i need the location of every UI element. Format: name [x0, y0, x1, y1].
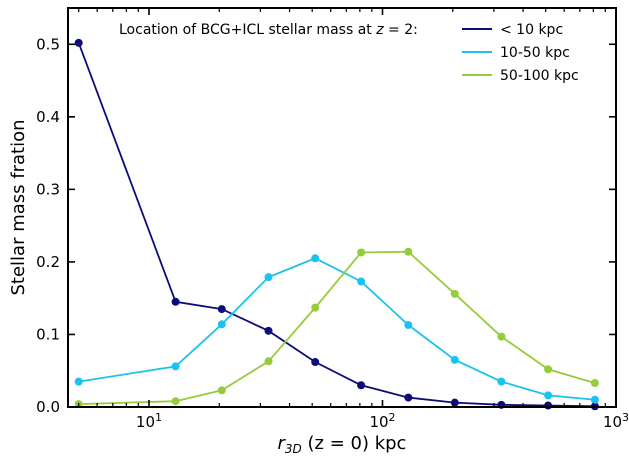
data-point: [311, 358, 320, 367]
data-point: [217, 386, 226, 395]
data-point: [357, 248, 366, 257]
data-point: [74, 377, 83, 386]
x-tick-label-exp: 3: [622, 411, 629, 424]
data-point: [590, 395, 599, 404]
legend-label: 10-50 kpc: [500, 45, 570, 61]
data-point: [544, 391, 553, 400]
y-tick-label: 0.2: [36, 253, 60, 271]
data-point: [264, 326, 273, 335]
data-point: [311, 254, 320, 263]
x-tick-label-exp: 2: [389, 411, 396, 424]
data-point: [217, 305, 226, 314]
plot-area: [74, 38, 599, 411]
legend-title-prefix: Location of BCG+ICL stellar mass at: [119, 22, 376, 38]
data-point: [74, 38, 83, 47]
data-point: [590, 379, 599, 388]
legend-title-suffix: = 2:: [384, 22, 418, 38]
series-line: [77, 42, 595, 408]
series-line: [78, 250, 596, 405]
legend-label: 50-100 kpc: [500, 68, 579, 84]
data-point: [217, 320, 226, 329]
series-line: [78, 257, 595, 401]
data-point: [357, 277, 366, 286]
data-point: [450, 398, 459, 407]
data-point: [171, 362, 180, 371]
x-tick-label: 103: [603, 411, 629, 432]
y-axis-label: Stellar mass fration: [8, 119, 29, 295]
legend-title: Location of BCG+ICL stellar mass at z = …: [119, 22, 418, 38]
y-tick-label: 0.4: [36, 108, 60, 126]
plot-frame: [67, 7, 617, 408]
legend-label: < 10 kpc: [500, 22, 563, 38]
x-tick-label-base: 10: [136, 413, 155, 431]
x-tick-label: 101: [136, 411, 162, 432]
data-point: [404, 393, 413, 402]
data-point: [497, 377, 506, 386]
data-point: [450, 355, 459, 364]
x-tick-label-exp: 1: [155, 411, 162, 424]
data-point: [544, 365, 553, 374]
data-point: [404, 321, 413, 330]
x-axis-label: r3D (z = 0) kpc: [278, 433, 407, 456]
data-point: [264, 273, 273, 282]
x-axis-label-var: r: [278, 433, 287, 454]
data-point: [357, 381, 366, 390]
y-tick-label: 0.1: [36, 325, 60, 343]
legend-title-var: z: [375, 22, 384, 38]
data-point: [311, 303, 320, 312]
data-point: [264, 357, 273, 366]
x-axis-label-sub: 3D: [285, 442, 302, 456]
y-tick-label: 0.0: [36, 398, 60, 416]
x-tick-label-base: 10: [369, 413, 388, 431]
x-tick-label: 102: [369, 411, 395, 432]
y-tick-label: 0.5: [36, 35, 60, 53]
data-point: [450, 289, 459, 298]
data-point: [497, 332, 506, 341]
legend: Location of BCG+ICL stellar mass at z = …: [119, 22, 579, 84]
data-point: [404, 247, 413, 256]
x-axis-label-rest: (z = 0) kpc: [302, 433, 407, 454]
data-point: [171, 297, 180, 306]
y-tick-label: 0.3: [36, 180, 60, 198]
x-tick-label-base: 10: [603, 413, 622, 431]
data-point: [171, 397, 180, 406]
